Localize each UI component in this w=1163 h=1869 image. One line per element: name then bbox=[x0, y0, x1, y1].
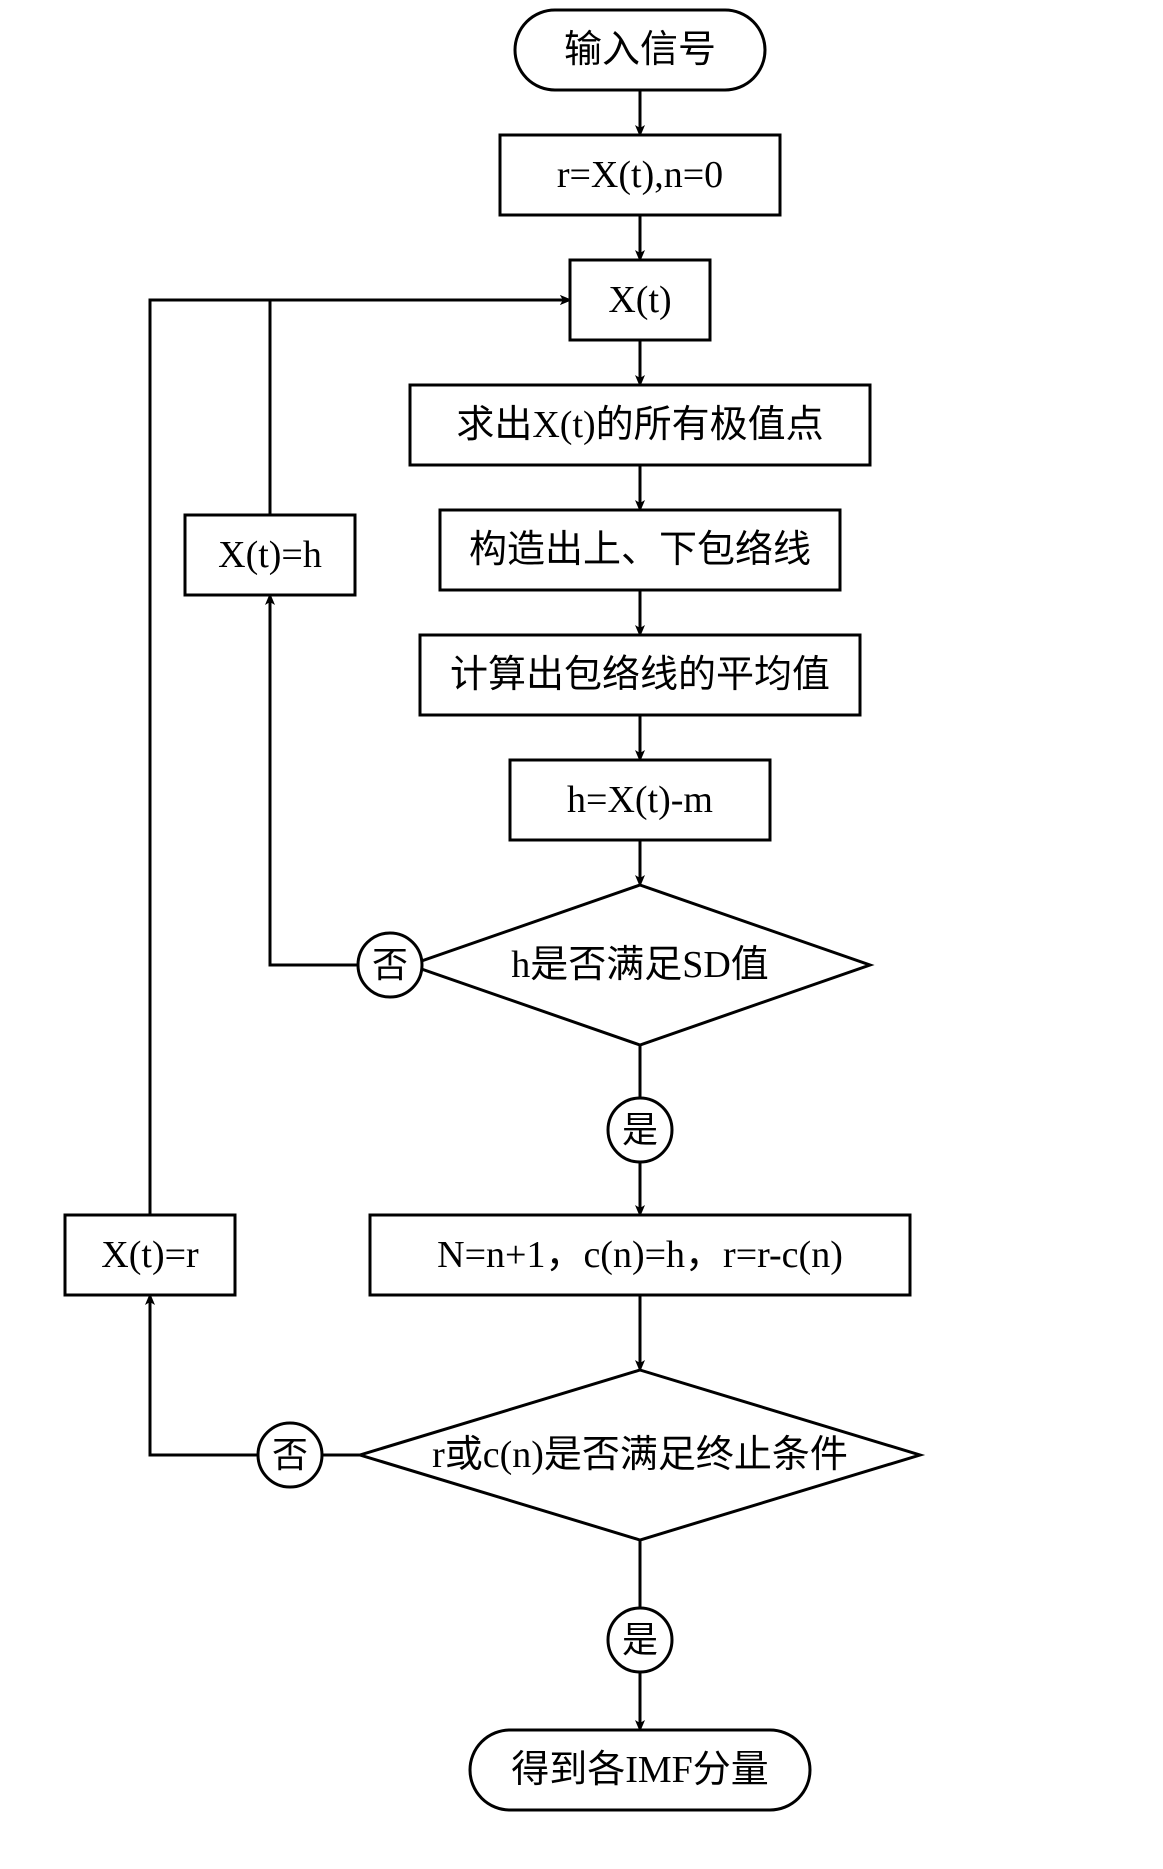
node-label-sd: h是否满足SD值 bbox=[511, 944, 769, 986]
node-label-end: 得到各IMF分量 bbox=[511, 1749, 769, 1791]
node-end: 得到各IMF分量 bbox=[470, 1730, 810, 1810]
circle-label-no2: 否 bbox=[258, 1423, 322, 1487]
node-xth: X(t)=h bbox=[185, 515, 355, 595]
node-label-extrema: 求出X(t)的所有极值点 bbox=[456, 404, 823, 446]
node-term: r或c(n)是否满足终止条件 bbox=[360, 1370, 920, 1540]
node-label-update: N=n+1，c(n)=h，r=r-c(n) bbox=[437, 1234, 843, 1276]
node-extrema: 求出X(t)的所有极值点 bbox=[410, 385, 870, 465]
flowchart-canvas: 输入信号 r=X(t),n=0 X(t) 求出X(t)的所有极值点构造出上、下包络线计… bbox=[0, 0, 1163, 1869]
node-init: r=X(t),n=0 bbox=[500, 135, 780, 215]
node-label-term: r或c(n)是否满足终止条件 bbox=[432, 1434, 848, 1476]
node-mean: 计算出包络线的平均值 bbox=[420, 635, 860, 715]
circle-label-text-yes2: 是 bbox=[622, 1620, 658, 1660]
node-hcalc: h=X(t)-m bbox=[510, 760, 770, 840]
circle-label-text-no1: 否 bbox=[372, 945, 408, 985]
node-envelope: 构造出上、下包络线 bbox=[440, 510, 840, 590]
node-label-hcalc: h=X(t)-m bbox=[567, 779, 713, 821]
node-label-xtr: X(t)=r bbox=[101, 1234, 199, 1276]
circle-label-no1: 否 bbox=[358, 933, 422, 997]
circle-label-text-no2: 否 bbox=[272, 1435, 308, 1475]
node-xtr: X(t)=r bbox=[65, 1215, 235, 1295]
node-label-envelope: 构造出上、下包络线 bbox=[469, 529, 811, 571]
node-xt: X(t) bbox=[570, 260, 710, 340]
node-label-mean: 计算出包络线的平均值 bbox=[450, 654, 830, 696]
edge bbox=[270, 595, 410, 965]
circle-label-text-yes1: 是 bbox=[622, 1110, 658, 1150]
node-sd: h是否满足SD值 bbox=[410, 885, 870, 1045]
node-label-init: r=X(t),n=0 bbox=[557, 154, 723, 196]
node-label-xt: X(t) bbox=[608, 279, 671, 321]
edge bbox=[150, 1295, 360, 1455]
node-label-xth: X(t)=h bbox=[218, 534, 322, 576]
circle-label-yes2: 是 bbox=[608, 1608, 672, 1672]
circle-label-yes1: 是 bbox=[608, 1098, 672, 1162]
node-start: 输入信号 bbox=[515, 10, 765, 90]
node-label-start: 输入信号 bbox=[564, 29, 716, 71]
node-update: N=n+1，c(n)=h，r=r-c(n) bbox=[370, 1215, 910, 1295]
